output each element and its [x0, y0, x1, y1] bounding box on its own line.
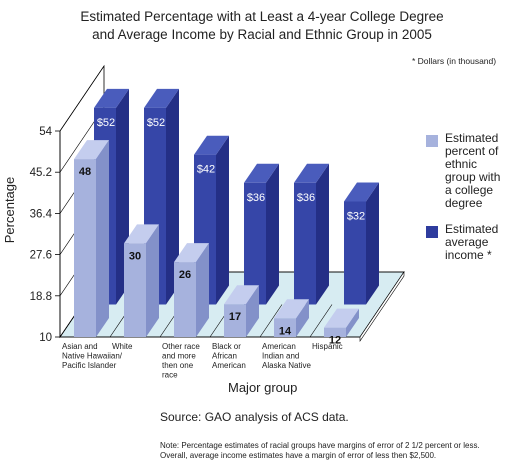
- bar-percent: [174, 243, 209, 337]
- bar-percent: [74, 140, 109, 337]
- y-tick-depth: [59, 65, 105, 132]
- bar-income-top: [294, 163, 329, 183]
- bar-percent-side: [96, 140, 109, 337]
- x-tick-label: White: [112, 342, 133, 351]
- bar-percent-front: [124, 243, 146, 337]
- data-label-percent: 12: [329, 335, 341, 347]
- legend-label-income: Estimated average income *: [445, 222, 499, 262]
- x-tick-label: Asian and: [62, 342, 98, 351]
- y-tick-label: 54: [39, 126, 52, 138]
- bar-percent: [124, 224, 159, 337]
- bar-percent: [274, 299, 309, 337]
- data-label-percent: 26: [179, 269, 191, 281]
- y-tick-label: 36.4: [30, 208, 53, 220]
- data-label-percent: 30: [129, 250, 141, 262]
- bar-income-top: [144, 88, 179, 108]
- x-tick-label: Other race: [162, 342, 200, 351]
- x-axis-label: Major group: [228, 380, 298, 395]
- chart-title: Estimated Percentage with at Least a 4-y…: [0, 8, 524, 44]
- bar-percent-top: [324, 308, 359, 328]
- bar-percent-top: [74, 140, 109, 160]
- x-tick-label: then one: [162, 361, 194, 370]
- x-tick-label: Native Hawaiian/: [62, 352, 123, 361]
- bar-percent-side: [196, 243, 209, 337]
- bar-income-front: [344, 201, 366, 305]
- x-tick-label: American: [212, 361, 246, 370]
- bar-percent-front: [274, 318, 296, 337]
- data-label-income: $36: [297, 192, 315, 204]
- bar-percent-side: [296, 299, 309, 337]
- category-separator: [309, 304, 333, 338]
- bar-percent: [224, 285, 259, 337]
- legend-swatch-income: [426, 226, 438, 238]
- chart-title-line1: Estimated Percentage with at Least a 4-y…: [80, 9, 444, 24]
- data-label-income: $42: [197, 164, 215, 176]
- x-tick-label: American: [262, 342, 296, 351]
- x-tick-label: Indian and: [262, 352, 299, 361]
- bar-percent-side: [346, 308, 359, 337]
- bar-income-side: [366, 182, 379, 305]
- data-label-percent: 48: [79, 166, 91, 178]
- x-tick-label: Hispanic: [312, 342, 343, 351]
- legend-swatch-percent: [426, 135, 438, 147]
- bar-percent: [324, 308, 359, 337]
- bar-income-top: [344, 182, 379, 202]
- bar-income-side: [266, 163, 279, 305]
- x-tick-label: African: [212, 352, 237, 361]
- bar-percent-top: [224, 285, 259, 305]
- bar-percent-top: [174, 243, 209, 263]
- x-tick-label: Black or: [212, 342, 241, 351]
- bar-income-front: [294, 182, 316, 305]
- bar-income-side: [216, 135, 229, 305]
- bar-income-side: [166, 88, 179, 305]
- bar-percent-top: [124, 224, 159, 244]
- data-label-income: $52: [97, 117, 115, 129]
- bar-percent-front: [324, 327, 346, 337]
- bar-income: [294, 163, 329, 305]
- y-tick-label: 10: [39, 332, 52, 344]
- bar-percent-front: [174, 262, 196, 337]
- bar-income-side: [316, 163, 329, 305]
- legend-item-income: Estimated average income *: [426, 223, 498, 262]
- bar-income-top: [244, 163, 279, 183]
- y-tick-label: 18.8: [30, 291, 52, 303]
- x-tick-label: race: [162, 371, 178, 380]
- bar-percent-top: [274, 299, 309, 319]
- bar-income-top: [94, 88, 129, 108]
- bar-income: [344, 182, 379, 305]
- category-separator: [259, 304, 283, 338]
- bar-percent-front: [74, 159, 96, 337]
- data-label-income: $36: [247, 192, 265, 204]
- source-text: Source: GAO analysis of ACS data.: [160, 410, 349, 424]
- bar-percent-front: [224, 304, 246, 337]
- bar-percent-side: [246, 285, 259, 337]
- data-label-percent: 14: [279, 325, 292, 337]
- chart-floor-edge: [359, 271, 405, 342]
- dollars-note: * Dollars (in thousand): [412, 56, 497, 66]
- bar-income-top: [194, 135, 229, 155]
- bar-income-front: [244, 182, 266, 305]
- y-tick-label: 27.6: [30, 250, 52, 262]
- data-label-income: $52: [147, 117, 165, 129]
- x-tick-label: Pacific Islander: [62, 361, 117, 370]
- legend-label-percent: Estimated percent of ethnic group with a…: [445, 131, 501, 210]
- data-label-income: $32: [347, 211, 365, 223]
- y-axis-label: Percentage: [2, 176, 17, 244]
- chart-title-line2: and Average Income by Racial and Ethnic …: [92, 27, 432, 42]
- legend-item-percent: Estimated percent of ethnic group with a…: [426, 132, 500, 210]
- x-tick-label: and more: [162, 352, 196, 361]
- bar-percent-side: [146, 224, 159, 337]
- y-tick-label: 45.2: [30, 167, 52, 179]
- data-label-percent: 17: [229, 311, 241, 323]
- bar-income: [244, 163, 279, 305]
- note-text: Note: Percentage estimates of racial gro…: [160, 441, 480, 460]
- x-tick-label: Alaska Native: [262, 361, 311, 370]
